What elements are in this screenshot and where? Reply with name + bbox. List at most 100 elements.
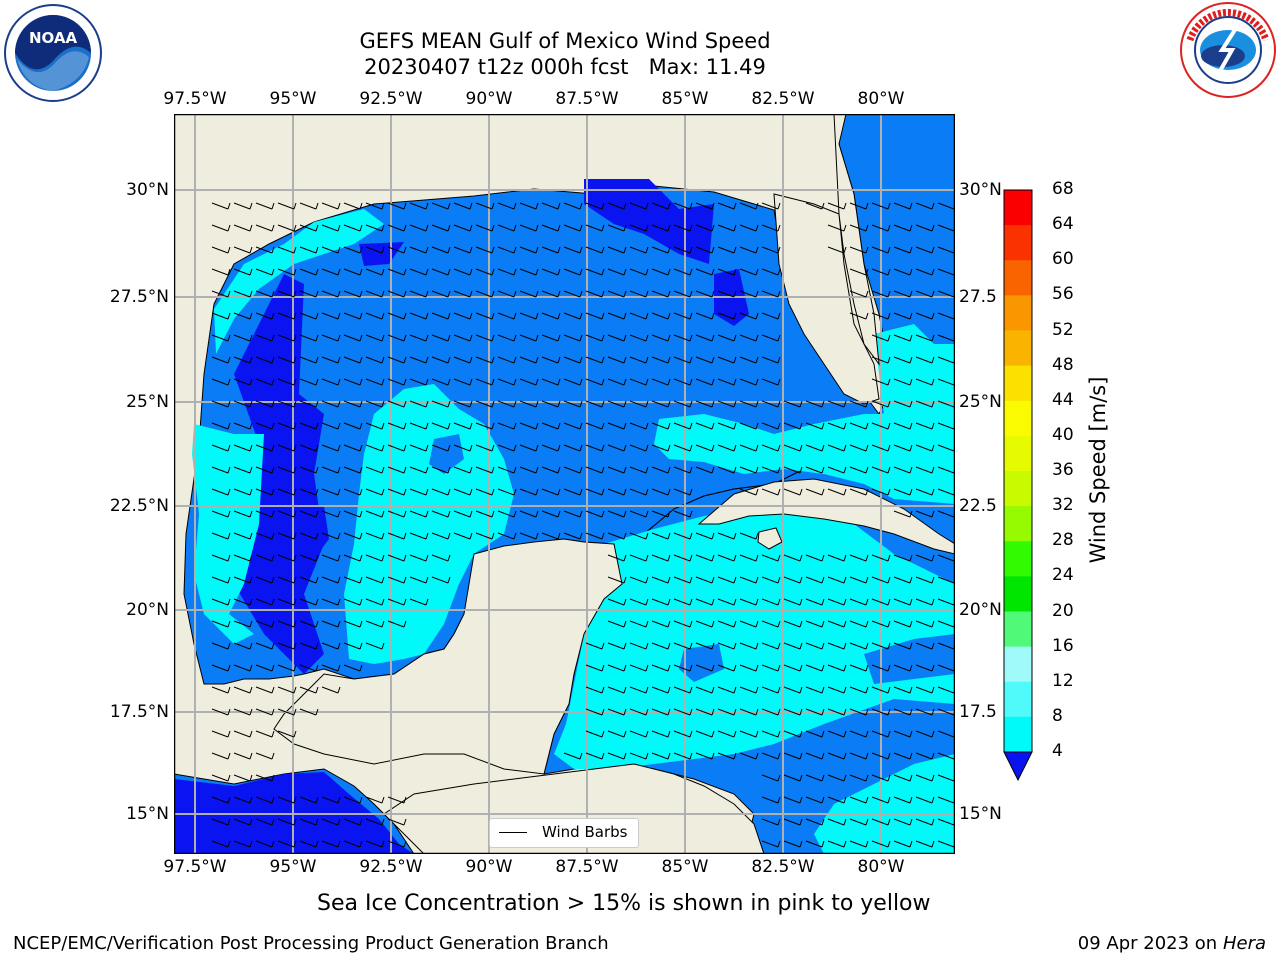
wind-barb <box>211 444 231 452</box>
wind-barb <box>519 510 539 518</box>
colorbar-segment <box>1004 541 1032 577</box>
wind-barb <box>695 466 715 474</box>
wind-barb <box>299 422 319 430</box>
wind-barb <box>739 444 759 452</box>
wind-barb <box>673 334 693 342</box>
colorbar-segment <box>1004 295 1032 331</box>
wind-barb <box>233 224 253 232</box>
wind-barb <box>343 840 363 848</box>
wind-barb <box>739 664 759 672</box>
wind-barb <box>915 202 935 210</box>
wind-barb <box>255 752 275 760</box>
colorbar-tick: 32 <box>1052 495 1074 516</box>
wind-barb <box>321 356 341 364</box>
wind-barb <box>695 312 715 320</box>
wind-barb <box>827 730 847 738</box>
wind-barb <box>541 466 561 474</box>
lon-tick-bottom: 85°W <box>661 857 709 877</box>
lon-tick-top: 82.5°W <box>751 89 815 109</box>
wind-barb <box>431 356 451 364</box>
wind-barb <box>717 708 737 716</box>
wind-barb <box>629 202 649 210</box>
wind-barb <box>849 664 869 672</box>
wind-barb <box>871 202 891 210</box>
wind-barb <box>739 290 759 298</box>
wind-barb <box>255 598 275 606</box>
wind-barb <box>761 378 781 386</box>
wind-barb <box>893 290 913 298</box>
wind-barb <box>409 378 429 386</box>
wind-barb <box>673 202 693 210</box>
wind-barb <box>233 796 253 804</box>
wind-barb <box>739 202 759 210</box>
wind-barb <box>871 752 891 760</box>
wind-barb <box>761 246 781 254</box>
wind-barb <box>827 400 847 408</box>
wind-barb <box>365 620 385 628</box>
wind-barb <box>629 642 649 650</box>
wind-barb <box>343 378 363 386</box>
wind-barb <box>387 224 407 232</box>
wind-barb <box>871 224 891 232</box>
wind-barb <box>497 378 517 386</box>
wind-barb <box>695 752 715 760</box>
colorbar-tick: 48 <box>1052 354 1074 375</box>
wind-barb <box>915 752 935 760</box>
wind-barb <box>277 708 297 716</box>
wind-barb <box>805 686 825 694</box>
wind-barb <box>475 202 495 210</box>
wind-barb <box>893 664 913 672</box>
colorbar-segment <box>1004 365 1032 402</box>
wind-barb <box>299 400 319 408</box>
wind-barb <box>409 444 429 452</box>
wind-barb <box>321 510 341 518</box>
wind-barb <box>849 290 869 298</box>
wind-barb <box>343 246 363 254</box>
wind-barb <box>343 224 363 232</box>
wind-barb <box>563 378 583 386</box>
wind-barb <box>211 312 231 320</box>
wind-barb <box>915 268 935 276</box>
wind-barb <box>871 378 891 386</box>
wind-barb <box>717 532 737 540</box>
wind-barb <box>211 642 231 650</box>
wind-barb <box>321 444 341 452</box>
wind-barb <box>673 400 693 408</box>
wind-barb <box>783 444 803 452</box>
wind-barb <box>563 400 583 408</box>
wind-barb <box>343 598 363 606</box>
wind-barb <box>233 290 253 298</box>
wind-barb <box>519 378 539 386</box>
wind-barb <box>849 774 869 782</box>
machine-name: Hera <box>1222 933 1266 954</box>
wind-barb <box>475 488 495 496</box>
wind-barb <box>519 202 539 210</box>
wind-barb <box>519 290 539 298</box>
wind-barb <box>827 576 847 584</box>
wind-barb <box>827 752 847 760</box>
wind-barbs <box>211 202 955 848</box>
wind-barb <box>651 686 671 694</box>
wind-barb <box>233 422 253 430</box>
wind-barb <box>651 356 671 364</box>
wind-barb <box>673 246 693 254</box>
wind-barb <box>739 620 759 628</box>
wind-barb <box>277 334 297 342</box>
wind-barb <box>475 400 495 408</box>
wind-barb <box>673 290 693 298</box>
wind-barb <box>365 378 385 386</box>
wind-barb <box>541 356 561 364</box>
wind-barb <box>541 488 561 496</box>
wind-barb <box>585 466 605 474</box>
wind-barb <box>805 708 825 716</box>
wind-barb <box>365 576 385 584</box>
wind-barb <box>871 730 891 738</box>
date-text: 09 Apr 2023 on <box>1077 933 1223 954</box>
wind-barb <box>761 290 781 298</box>
wind-barb <box>277 664 297 672</box>
wind-barb <box>453 290 473 298</box>
wind-barb <box>673 730 693 738</box>
wind-barb <box>739 488 759 496</box>
florida-north <box>833 114 880 366</box>
wind-barb <box>453 334 473 342</box>
